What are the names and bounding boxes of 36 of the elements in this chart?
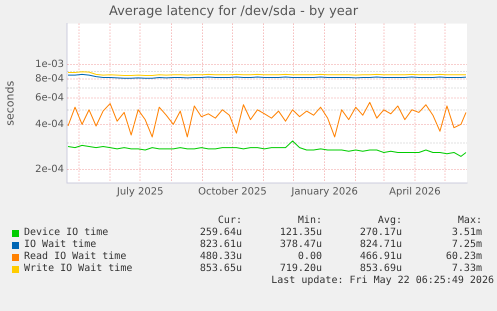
text: 121.35u — [278, 227, 322, 239]
text: Avg: — [376, 215, 402, 227]
x-tick-label: October 2025 — [198, 186, 267, 198]
text: 60.23m — [444, 251, 482, 263]
text: 7.25m — [450, 239, 482, 251]
y-tick-label: 4e-04 — [35, 118, 64, 130]
legend-label: Write IO Wait time — [24, 263, 132, 275]
y-tick-label: 6e-04 — [35, 92, 64, 104]
text: 0.00 — [296, 251, 322, 263]
y-tick-label: 2e-04 — [35, 164, 64, 176]
text: 378.47u — [278, 239, 322, 251]
legend-label: IO Wait time — [24, 239, 96, 251]
chart-title: Average latency for /dev/sda - by year — [108, 4, 359, 20]
text: 824.71u — [358, 239, 402, 251]
text: 823.61u — [198, 239, 242, 251]
y-tick-label: 8e-04 — [35, 74, 64, 85]
y-tick-label: 1e-03 — [35, 59, 64, 70]
y-axis-title: seconds — [3, 80, 16, 126]
text: 853.69u — [358, 263, 402, 275]
text: 3.51m — [450, 227, 482, 239]
text: 466.91u — [358, 251, 402, 263]
text: 853.65u — [198, 263, 242, 275]
text: Last update: Fri May 22 06:25:49 2026 — [270, 275, 494, 287]
text: 719.20u — [278, 263, 322, 275]
text: 7.33m — [450, 263, 482, 275]
legend-label: Device IO time — [24, 227, 108, 239]
text: 270.17u — [358, 227, 402, 239]
x-tick-label: July 2025 — [116, 186, 164, 198]
text: Min: — [296, 215, 322, 227]
legend-label: Read IO Wait time — [24, 251, 126, 263]
text: Cur: — [216, 215, 242, 227]
text: 259.64u — [198, 227, 242, 239]
x-tick-label: January 2026 — [290, 186, 358, 198]
text: Max: — [456, 215, 482, 227]
x-tick-label: April 2026 — [389, 186, 441, 198]
text: 480.33u — [198, 251, 242, 263]
